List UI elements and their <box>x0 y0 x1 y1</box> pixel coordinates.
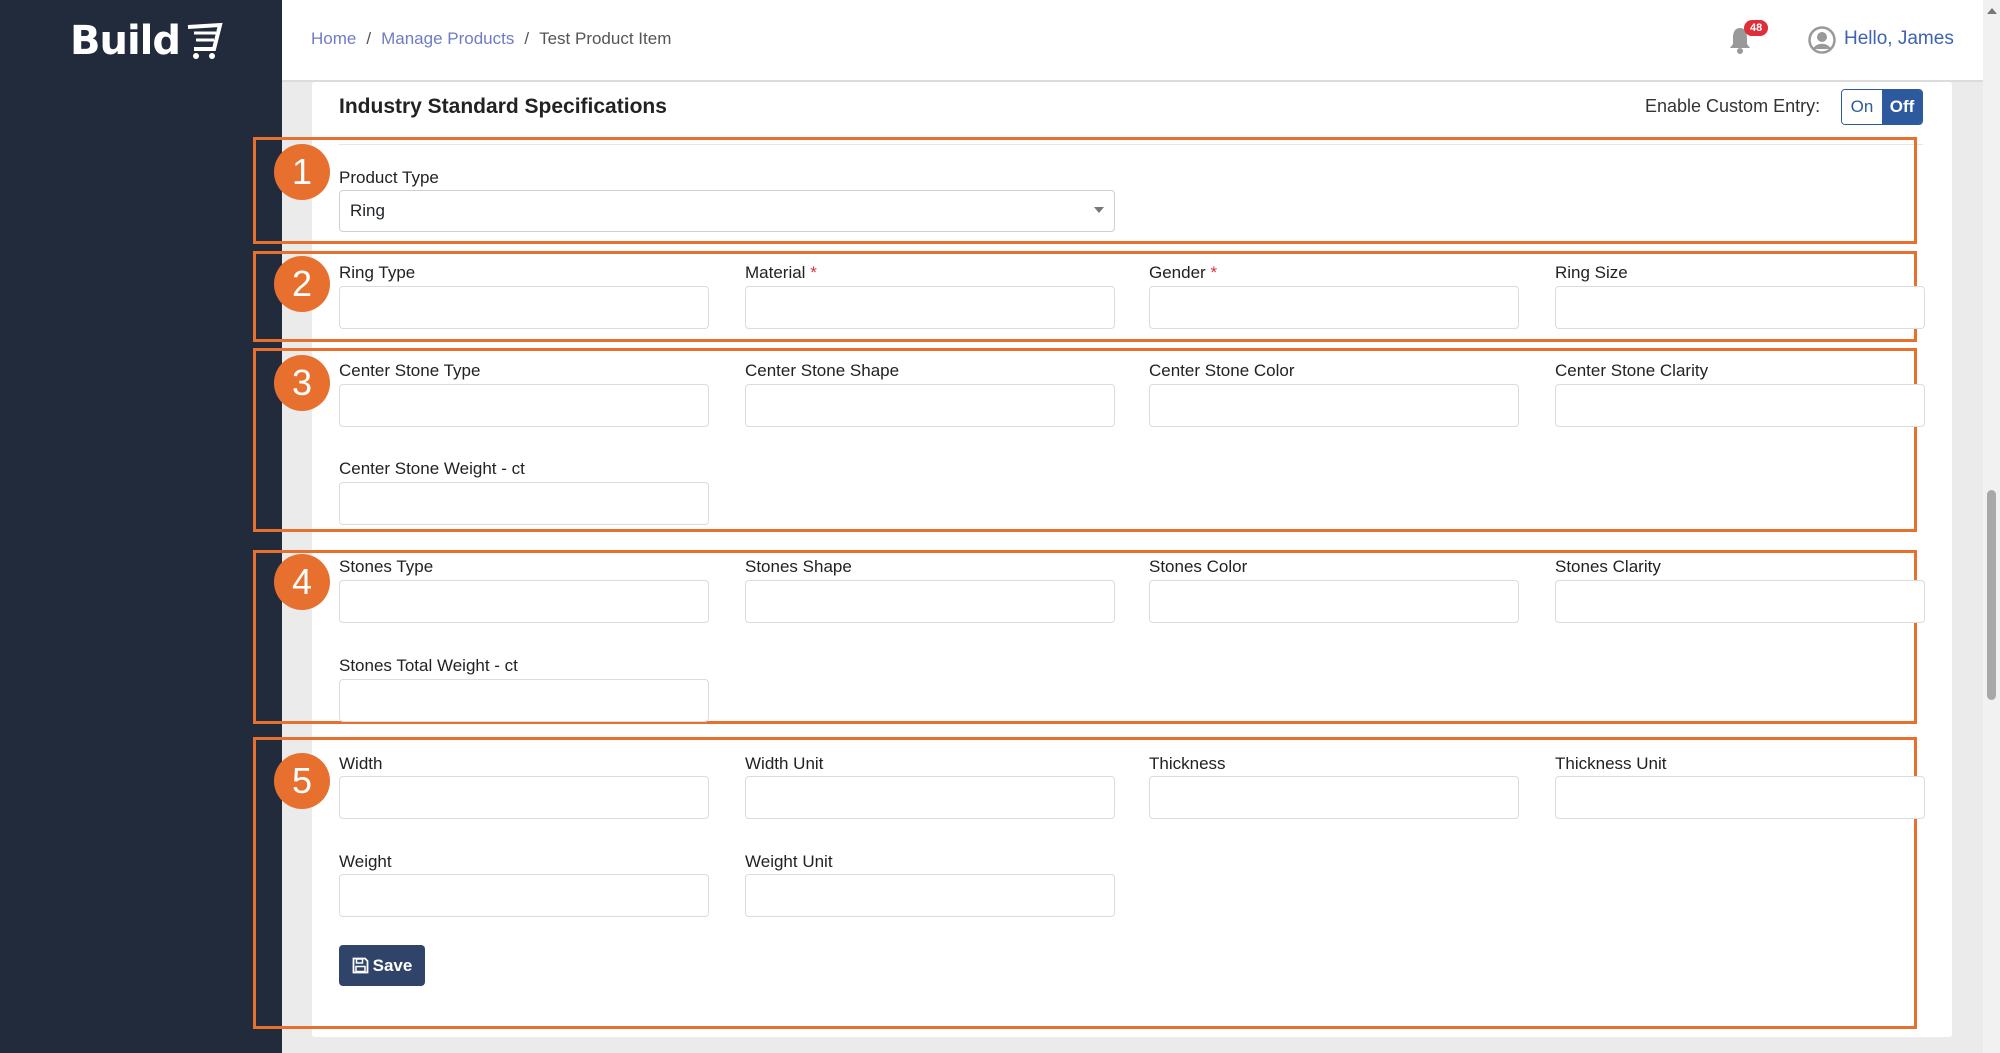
floppy-disk-icon <box>352 957 369 974</box>
stones-total-weight-input[interactable] <box>339 679 709 722</box>
section-title: Industry Standard Specifications <box>339 95 667 118</box>
center-stone-weight-input[interactable] <box>339 482 709 525</box>
weight-unit-input[interactable] <box>745 874 1115 917</box>
stones-color-label: Stones Color <box>1149 557 1248 576</box>
center-stone-shape-input[interactable] <box>745 384 1115 427</box>
gender-label: Gender * <box>1149 263 1217 283</box>
breadcrumb-separator: / <box>366 29 372 48</box>
thickness-label: Thickness <box>1149 754 1226 773</box>
center-stone-color-label: Center Stone Color <box>1149 361 1295 380</box>
stones-total-weight-label: Stones Total Weight - ct <box>339 656 518 675</box>
page-scrollbar[interactable] <box>1983 0 2000 1053</box>
notification-badge: 48 <box>1744 20 1769 36</box>
required-marker: * <box>1210 263 1218 282</box>
ring-type-label: Ring Type <box>339 263 416 282</box>
logo-text: Build <box>70 18 181 64</box>
weight-label: Weight <box>339 852 392 871</box>
breadcrumb-separator: / <box>524 29 530 48</box>
annotation-box-3 <box>253 348 1917 532</box>
ring-type-input[interactable] <box>339 286 709 329</box>
scroll-up-arrow-icon[interactable] <box>1987 8 1997 14</box>
stones-type-label: Stones Type <box>339 557 434 576</box>
required-marker: * <box>810 263 817 282</box>
stones-clarity-label: Stones Clarity <box>1555 557 1661 576</box>
center-stone-shape-label: Center Stone Shape <box>745 361 900 380</box>
annotation-number: 4 <box>274 554 330 610</box>
material-label: Material * <box>745 263 817 283</box>
center-stone-type-input[interactable] <box>339 384 709 427</box>
scrollbar-thumb[interactable] <box>1987 490 1996 700</box>
custom-entry-label: Enable Custom Entry: <box>1645 96 1821 116</box>
weight-unit-label: Weight Unit <box>745 852 833 871</box>
cart-icon <box>187 22 223 59</box>
width-input[interactable] <box>339 776 709 819</box>
annotation-number: 3 <box>274 355 330 411</box>
save-button[interactable]: Save <box>339 945 425 986</box>
breadcrumb-current: Test Product Item <box>539 29 672 48</box>
annotation-box-4 <box>253 550 1917 724</box>
ring-size-label: Ring Size <box>1555 263 1628 282</box>
stones-clarity-input[interactable] <box>1555 580 1925 623</box>
ring-size-input[interactable] <box>1555 286 1925 329</box>
center-stone-weight-label: Center Stone Weight - ct <box>339 459 525 478</box>
material-label-text: Material <box>745 263 806 282</box>
material-input[interactable] <box>745 286 1115 329</box>
annotation-box-1 <box>253 137 1917 244</box>
save-label: Save <box>372 955 413 975</box>
annotation-number: 1 <box>274 144 330 200</box>
breadcrumb-manage-products[interactable]: Manage Products <box>381 29 515 48</box>
gender-label-text: Gender <box>1149 263 1206 282</box>
logo[interactable]: Build <box>70 18 224 64</box>
annotation-box-5 <box>253 737 1917 1029</box>
top-header: Home / Manage Products / Test Product Item… <box>282 0 1983 82</box>
breadcrumb-home[interactable]: Home <box>311 29 357 48</box>
weight-input[interactable] <box>339 874 709 917</box>
gender-input[interactable] <box>1149 286 1519 329</box>
user-avatar-icon[interactable] <box>1808 26 1836 54</box>
center-stone-color-input[interactable] <box>1149 384 1519 427</box>
sidebar: Build <box>0 0 282 1053</box>
user-greeting[interactable]: Hello, James <box>1844 28 1954 49</box>
thickness-unit-label: Thickness Unit <box>1555 754 1667 773</box>
divider <box>339 144 1923 145</box>
product-type-select[interactable]: Ring <box>339 190 1115 232</box>
center-stone-clarity-input[interactable] <box>1555 384 1925 427</box>
thickness-input[interactable] <box>1149 776 1519 819</box>
chevron-down-icon <box>1094 207 1104 213</box>
custom-entry-toggle[interactable]: On Off <box>1841 89 1923 125</box>
annotation-number: 2 <box>274 256 330 312</box>
product-type-label: Product Type <box>339 168 439 187</box>
thickness-unit-input[interactable] <box>1555 776 1925 819</box>
center-stone-clarity-label: Center Stone Clarity <box>1555 361 1709 380</box>
width-unit-input[interactable] <box>745 776 1115 819</box>
stones-shape-label: Stones Shape <box>745 557 852 576</box>
width-unit-label: Width Unit <box>745 754 824 773</box>
stones-color-input[interactable] <box>1149 580 1519 623</box>
center-stone-type-label: Center Stone Type <box>339 361 481 380</box>
stones-type-input[interactable] <box>339 580 709 623</box>
width-label: Width <box>339 754 383 773</box>
product-type-value: Ring <box>350 201 385 220</box>
annotation-number: 5 <box>274 753 330 809</box>
stones-shape-input[interactable] <box>745 580 1115 623</box>
toggle-on[interactable]: On <box>1842 90 1882 124</box>
breadcrumb: Home / Manage Products / Test Product Item <box>311 29 671 49</box>
toggle-off[interactable]: Off <box>1882 90 1922 124</box>
